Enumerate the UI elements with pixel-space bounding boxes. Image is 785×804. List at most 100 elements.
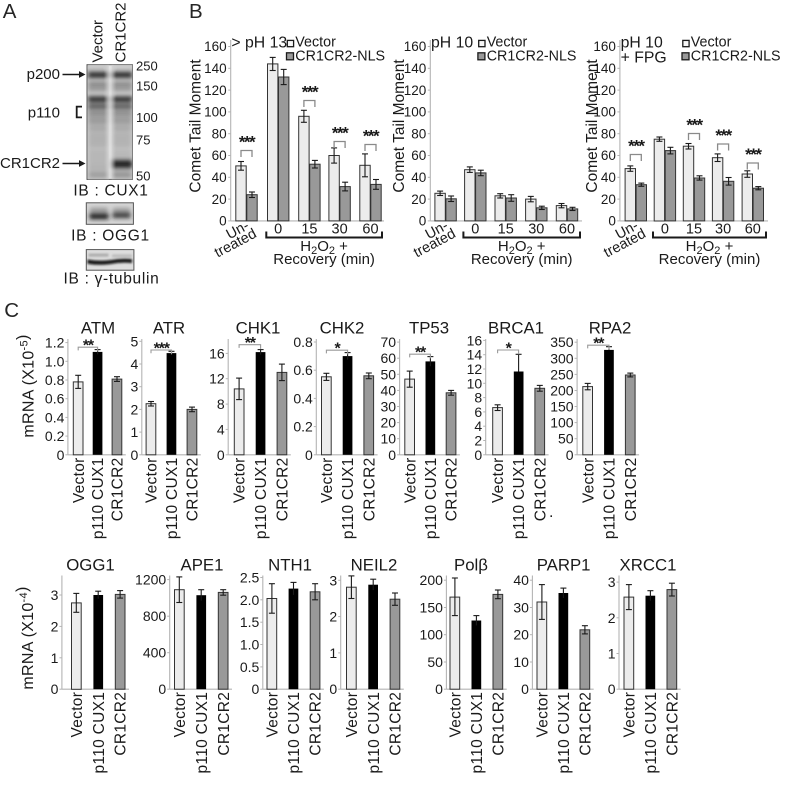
svg-text:OGG1: OGG1	[66, 556, 115, 575]
svg-text:40: 40	[601, 170, 616, 185]
svg-text:0: 0	[471, 222, 479, 238]
svg-text:RPA2: RPA2	[589, 319, 632, 338]
svg-text:IB : OGG1: IB : OGG1	[71, 227, 150, 244]
svg-text:CR1CR2: CR1CR2	[491, 692, 508, 756]
svg-text:***: ***	[745, 145, 762, 164]
svg-text:2: 2	[51, 618, 59, 634]
svg-text:60: 60	[411, 148, 426, 163]
svg-text:3: 3	[608, 574, 616, 590]
svg-text:100: 100	[550, 415, 574, 431]
svg-text:CR1CR2-NLS: CR1CR2-NLS	[295, 48, 385, 64]
svg-text:0: 0	[435, 681, 443, 697]
svg-text:10: 10	[513, 654, 529, 670]
svg-text:2: 2	[608, 610, 616, 626]
svg-text:30: 30	[381, 399, 397, 415]
svg-text:0: 0	[274, 222, 282, 238]
svg-text:A: A	[3, 0, 17, 23]
svg-text:40: 40	[381, 382, 397, 398]
svg-text:2: 2	[329, 609, 337, 625]
svg-text:CR1CR2: CR1CR2	[113, 2, 130, 62]
svg-text:100: 100	[420, 627, 444, 643]
svg-text:60: 60	[362, 222, 378, 238]
svg-text:8: 8	[474, 390, 482, 406]
svg-text:60: 60	[381, 350, 397, 366]
svg-text:Vector: Vector	[691, 35, 732, 51]
svg-text:CR1CR2: CR1CR2	[275, 457, 292, 521]
svg-text:1.0: 1.0	[240, 637, 260, 653]
svg-text:CR1CR2: CR1CR2	[216, 692, 233, 756]
svg-text:0: 0	[474, 447, 482, 463]
svg-text:0: 0	[131, 447, 139, 463]
svg-text:TP53: TP53	[409, 319, 449, 338]
svg-text:160: 160	[404, 39, 427, 54]
svg-text:BRCA1: BRCA1	[488, 319, 544, 338]
svg-text:3: 3	[51, 587, 59, 603]
svg-text:mRNA (X10-5): mRNA (X10-5)	[15, 334, 38, 437]
svg-text:Vector: Vector	[580, 457, 597, 503]
svg-text:0: 0	[57, 447, 65, 463]
svg-text:1: 1	[329, 645, 337, 661]
svg-text:0: 0	[329, 681, 337, 697]
svg-text:IB : γ-tubulin: IB : γ-tubulin	[64, 270, 160, 287]
svg-text:Vector: Vector	[172, 692, 189, 738]
svg-text:CR1CR2: CR1CR2	[532, 457, 549, 521]
svg-text:70: 70	[381, 334, 397, 350]
svg-text:20: 20	[601, 192, 616, 207]
svg-text:CR1CR2: CR1CR2	[361, 457, 378, 521]
svg-text:Recovery (min): Recovery (min)	[273, 251, 375, 268]
svg-text:75: 75	[136, 133, 150, 148]
svg-text:2: 2	[131, 401, 139, 417]
svg-text:50: 50	[558, 431, 574, 447]
svg-text:0: 0	[305, 447, 313, 463]
svg-text:0: 0	[252, 681, 260, 697]
svg-text:140: 140	[593, 61, 616, 76]
svg-text:20: 20	[212, 192, 227, 207]
svg-text:CR1CR2: CR1CR2	[113, 692, 130, 756]
svg-text:1: 1	[608, 646, 616, 662]
svg-text:CR1CR2-NLS: CR1CR2-NLS	[691, 48, 781, 64]
svg-text:30: 30	[715, 222, 731, 238]
svg-text:16: 16	[467, 332, 483, 348]
svg-text:160: 160	[204, 39, 227, 54]
svg-text:Vector: Vector	[71, 457, 88, 503]
svg-text:12: 12	[467, 361, 483, 377]
svg-text:20: 20	[381, 415, 397, 431]
svg-text:10: 10	[381, 431, 397, 447]
svg-text:ATM: ATM	[81, 319, 115, 338]
svg-text:p110 CUX1: p110 CUX1	[340, 457, 357, 539]
svg-text:0.4: 0.4	[293, 390, 313, 406]
svg-text:PARP1: PARP1	[537, 556, 591, 575]
svg-text:0.5: 0.5	[240, 659, 260, 675]
svg-text:0: 0	[566, 447, 574, 463]
svg-text:10: 10	[467, 375, 483, 391]
svg-text:0: 0	[51, 681, 59, 697]
svg-text:B: B	[189, 0, 203, 23]
svg-text:***: ***	[715, 126, 732, 145]
svg-text:Vector: Vector	[490, 457, 507, 503]
svg-text:4: 4	[131, 356, 139, 372]
svg-text:6: 6	[474, 404, 482, 420]
svg-text:IB : CUX1: IB : CUX1	[73, 182, 148, 199]
svg-text:CHK1: CHK1	[236, 319, 281, 338]
svg-text:NEIL2: NEIL2	[351, 556, 398, 575]
svg-text:20: 20	[411, 192, 426, 207]
svg-text:60: 60	[601, 148, 616, 163]
svg-text:Vector: Vector	[90, 20, 107, 63]
svg-text:15: 15	[686, 222, 702, 238]
svg-text:CR1CR2: CR1CR2	[578, 692, 595, 756]
svg-text:p110 CUX1: p110 CUX1	[164, 457, 181, 539]
svg-text:0.8: 0.8	[293, 334, 313, 350]
svg-text:CR1CR2: CR1CR2	[444, 457, 461, 521]
svg-text:140: 140	[404, 61, 427, 76]
svg-text:50: 50	[136, 169, 150, 184]
svg-text:150: 150	[420, 600, 444, 616]
svg-text:CR1CR2: CR1CR2	[665, 692, 682, 756]
svg-text:p110 CUX1: p110 CUX1	[602, 457, 619, 539]
svg-text:**: **	[415, 345, 427, 362]
svg-text:+ FPG: + FPG	[621, 49, 667, 66]
svg-text:100: 100	[136, 110, 158, 125]
svg-text:Vector: Vector	[144, 457, 161, 503]
svg-text:p110 CUX1: p110 CUX1	[423, 457, 440, 539]
svg-text:120: 120	[204, 83, 227, 98]
svg-text:XRCC1: XRCC1	[620, 556, 677, 575]
